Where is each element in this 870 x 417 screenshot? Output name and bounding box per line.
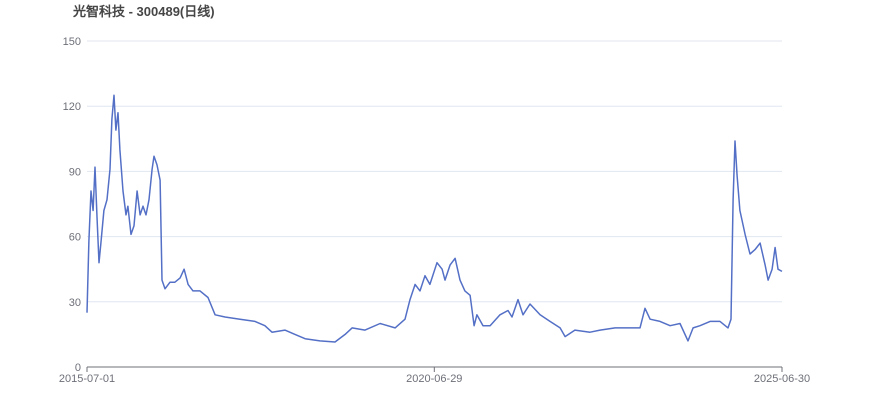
x-tick-label: 2015-07-01 [59, 373, 115, 385]
chart-title: 光智科技 - 300489(日线) [73, 4, 215, 19]
y-tick-label: 120 [63, 101, 81, 113]
y-tick-label: 30 [69, 297, 81, 309]
x-tick-label: 2025-06-30 [754, 373, 810, 385]
y-tick-label: 0 [75, 362, 81, 374]
x-tick-label: 2020-06-29 [406, 373, 462, 385]
y-tick-label: 60 [69, 232, 81, 244]
y-tick-label: 90 [69, 166, 81, 178]
price-line [86, 94, 783, 343]
y-tick-label: 150 [63, 36, 81, 48]
